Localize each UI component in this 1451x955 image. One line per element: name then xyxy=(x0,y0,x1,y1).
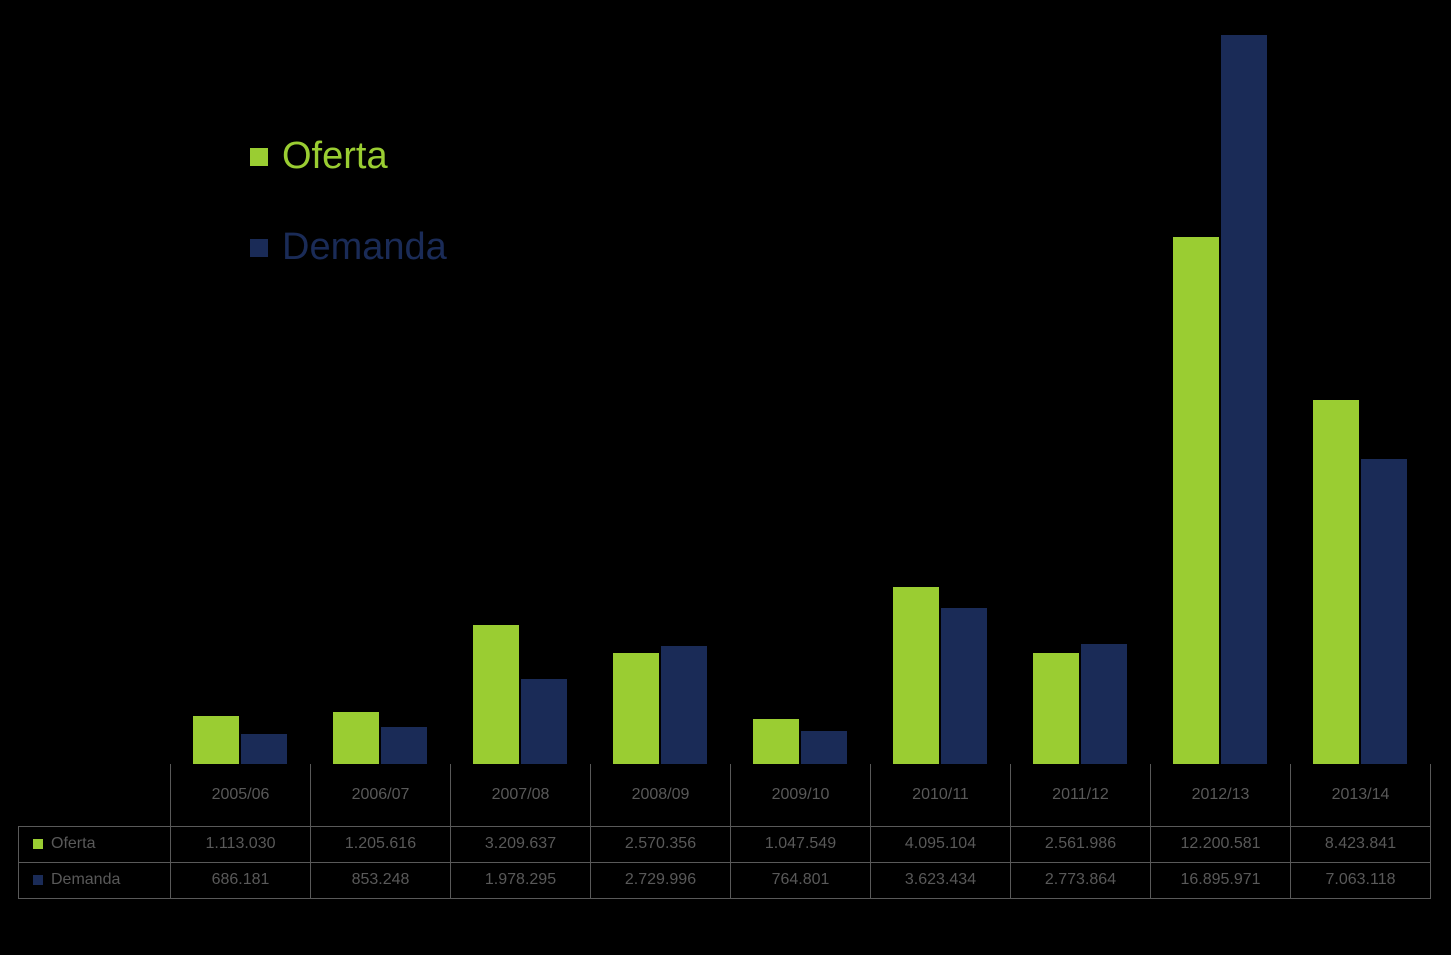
table-column-header: 2008/09 xyxy=(591,764,731,826)
bar-demanda xyxy=(381,727,427,764)
table-column-header: 2010/11 xyxy=(871,764,1011,826)
legend-swatch-icon xyxy=(250,239,268,257)
bar-demanda xyxy=(521,679,567,764)
table-cell: 7.063.118 xyxy=(1291,862,1431,898)
table-cell: 853.248 xyxy=(311,862,451,898)
table-cell: 3.209.637 xyxy=(451,826,591,862)
table-cell: 686.181 xyxy=(171,862,311,898)
table-column-header: 2011/12 xyxy=(1011,764,1151,826)
table-row: Demanda686.181853.2481.978.2952.729.9967… xyxy=(19,862,1431,898)
table-row-label: Oferta xyxy=(19,826,171,862)
legend-swatch-icon xyxy=(250,148,268,166)
table-cell: 4.095.104 xyxy=(871,826,1011,862)
table-column-header: 2006/07 xyxy=(311,764,451,826)
table-cell: 1.113.030 xyxy=(171,826,311,862)
legend: Oferta Demanda xyxy=(250,135,447,317)
table-cell: 2.570.356 xyxy=(591,826,731,862)
table-header-row: 2005/062006/072007/082008/092009/102010/… xyxy=(19,764,1431,826)
table-cell: 1.047.549 xyxy=(731,826,871,862)
legend-item-oferta: Oferta xyxy=(250,135,447,178)
table-cell: 1.978.295 xyxy=(451,862,591,898)
bar-oferta xyxy=(1173,237,1219,764)
bar-oferta xyxy=(1033,653,1079,764)
data-table: 2005/062006/072007/082008/092009/102010/… xyxy=(18,764,1431,899)
bar-oferta xyxy=(193,716,239,764)
row-label-text: Demanda xyxy=(51,871,120,888)
table-cell: 1.205.616 xyxy=(311,826,451,862)
bar-demanda xyxy=(1081,644,1127,764)
table-column-header: 2007/08 xyxy=(451,764,591,826)
legend-swatch-icon xyxy=(33,875,43,885)
bar-oferta xyxy=(753,719,799,764)
bar-demanda xyxy=(661,646,707,764)
bar-oferta xyxy=(333,712,379,764)
legend-label: Oferta xyxy=(282,135,388,178)
bar-demanda xyxy=(241,734,287,764)
table-cell: 3.623.434 xyxy=(871,862,1011,898)
table-cell: 16.895.971 xyxy=(1151,862,1291,898)
bar-demanda xyxy=(801,731,847,764)
table-column-header: 2012/13 xyxy=(1151,764,1291,826)
legend-item-demanda: Demanda xyxy=(250,226,447,269)
bar-oferta xyxy=(613,653,659,764)
table-column-header: 2013/14 xyxy=(1291,764,1431,826)
bar-oferta xyxy=(893,587,939,764)
table-cell: 8.423.841 xyxy=(1291,826,1431,862)
table-corner-cell xyxy=(19,764,171,826)
table-column-header: 2005/06 xyxy=(171,764,311,826)
table-cell: 764.801 xyxy=(731,862,871,898)
table-row: Oferta 1.113.0301.205.6163.209.6372.570.3… xyxy=(19,826,1431,862)
table-cell: 2.773.864 xyxy=(1011,862,1151,898)
table-cell: 2.561.986 xyxy=(1011,826,1151,862)
table-cell: 2.729.996 xyxy=(591,862,731,898)
chart-stage: Oferta Demanda 2005/062006/072007/082008/0… xyxy=(0,0,1451,955)
table-cell: 12.200.581 xyxy=(1151,826,1291,862)
bar-demanda xyxy=(941,608,987,764)
table-column-header: 2009/10 xyxy=(731,764,871,826)
legend-label: Demanda xyxy=(282,226,447,269)
bar-demanda xyxy=(1361,459,1407,764)
bar-demanda xyxy=(1221,35,1267,765)
legend-swatch-icon xyxy=(33,839,43,849)
bar-oferta xyxy=(473,625,519,764)
bar-oferta xyxy=(1313,400,1359,764)
table-row-label: Demanda xyxy=(19,862,171,898)
row-label-text: Oferta xyxy=(51,835,95,852)
